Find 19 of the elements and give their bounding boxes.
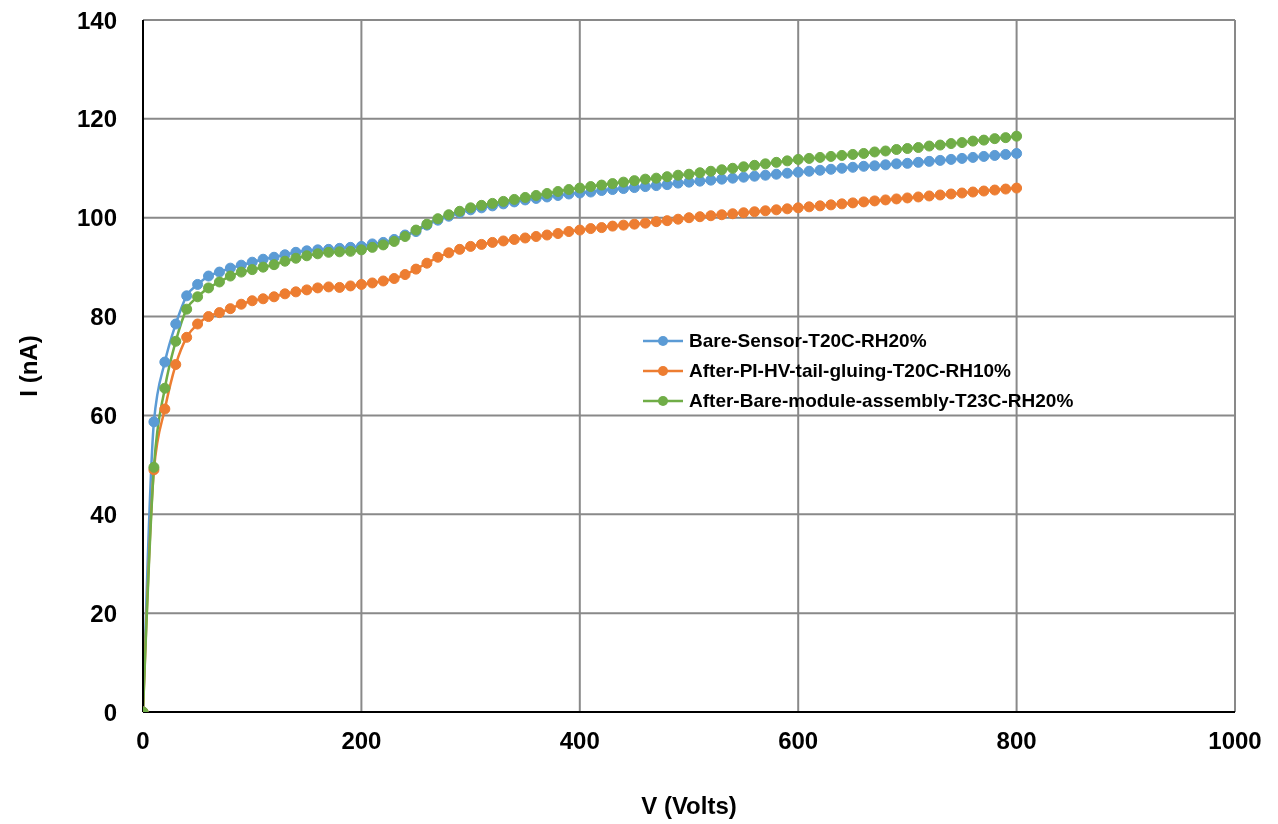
- x-axis-title: V (Volts): [641, 792, 737, 819]
- x-tick-label: 800: [996, 727, 1037, 755]
- x-tick-label: 400: [559, 727, 600, 755]
- y-tick-label: 120: [76, 105, 117, 133]
- y-tick-label: 40: [90, 500, 117, 528]
- y-tick-label: 100: [76, 204, 117, 232]
- legend-label: After-Bare-module-assembly-T23C-RH20%: [689, 389, 1074, 413]
- legend-label: Bare-Sensor-T20C-RH20%: [689, 329, 927, 353]
- legend-label: After-PI-HV-tail-gluing-T20C-RH10%: [689, 359, 1011, 383]
- y-tick-label: 0: [103, 698, 117, 726]
- y-tick-label: 20: [90, 599, 117, 627]
- y-tick-label: 60: [90, 401, 117, 429]
- x-tick-label: 1000: [1208, 727, 1262, 755]
- x-tick-label: 600: [778, 727, 819, 755]
- x-tick-label: 200: [341, 727, 382, 755]
- y-axis-title: I (nA): [14, 335, 42, 397]
- y-tick-label: 140: [76, 6, 117, 34]
- y-tick-label: 80: [90, 303, 117, 331]
- x-tick-label: 0: [136, 727, 150, 755]
